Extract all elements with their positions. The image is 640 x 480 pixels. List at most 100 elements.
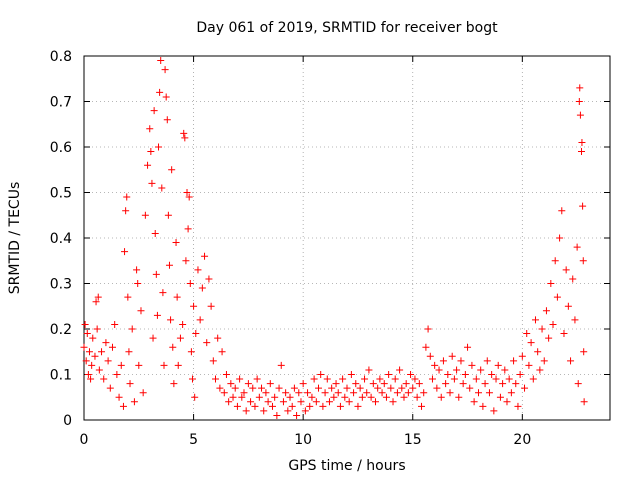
data-point: [477, 366, 485, 374]
data-point: [220, 389, 228, 397]
data-point: [146, 125, 154, 133]
data-point: [249, 384, 257, 392]
data-point: [374, 384, 382, 392]
data-point: [325, 398, 333, 406]
data-point: [470, 398, 478, 406]
data-point: [514, 402, 522, 410]
data-point: [393, 389, 401, 397]
data-point: [273, 411, 281, 419]
data-point: [488, 371, 496, 378]
data-point: [255, 393, 263, 401]
data-point: [268, 402, 276, 410]
data-point: [579, 257, 587, 265]
data-point: [538, 325, 546, 333]
y-tick-label: 0.6: [50, 140, 72, 156]
data-point: [113, 371, 121, 378]
data-point: [516, 371, 524, 378]
data-point: [459, 380, 467, 388]
data-point: [188, 375, 196, 383]
data-point: [512, 380, 520, 388]
data-point: [115, 393, 123, 401]
data-point: [149, 334, 157, 342]
data-point: [251, 402, 259, 410]
data-point: [282, 389, 290, 397]
data-point: [402, 380, 410, 388]
data-point: [85, 348, 93, 356]
data-point: [286, 393, 294, 401]
data-point: [157, 57, 165, 65]
data-point: [378, 389, 386, 397]
data-point: [409, 384, 417, 392]
data-point: [525, 361, 533, 369]
data-point: [191, 393, 199, 401]
data-point: [542, 307, 550, 315]
y-tick-label: 0.2: [50, 322, 72, 338]
data-point: [404, 389, 412, 397]
data-point: [481, 380, 489, 388]
data-point: [301, 407, 309, 415]
y-axis-label: SRMTID / TECUs: [7, 182, 23, 295]
data-point: [576, 84, 584, 92]
data-point: [361, 375, 369, 383]
data-point: [130, 398, 138, 406]
y-tick-label: 0.8: [50, 49, 72, 65]
data-point: [499, 380, 507, 388]
data-point: [184, 225, 192, 233]
data-points: [80, 57, 588, 419]
data-point: [490, 407, 498, 415]
data-point: [573, 243, 581, 251]
data-point: [424, 325, 432, 333]
data-point: [345, 398, 353, 406]
data-point: [428, 375, 436, 383]
data-point: [569, 275, 577, 283]
y-tick-label: 0.5: [50, 186, 72, 202]
data-point: [95, 366, 103, 374]
data-point: [137, 307, 145, 315]
data-point: [161, 66, 169, 74]
data-point: [81, 320, 89, 328]
data-point: [411, 375, 419, 383]
gridlines: [84, 56, 610, 420]
data-point: [247, 398, 255, 406]
data-point: [567, 357, 575, 365]
data-point: [562, 266, 570, 274]
data-point: [578, 138, 586, 146]
data-point: [413, 393, 421, 401]
data-point: [225, 398, 233, 406]
data-point: [400, 393, 408, 401]
data-point: [277, 361, 285, 369]
data-point: [141, 211, 149, 219]
data-point: [387, 384, 395, 392]
data-point: [216, 384, 224, 392]
data-point: [496, 393, 504, 401]
data-point: [288, 402, 296, 410]
data-point: [168, 166, 176, 174]
data-point: [547, 280, 555, 287]
data-point: [369, 380, 377, 388]
data-point: [174, 361, 182, 369]
data-point: [574, 380, 582, 388]
data-point: [227, 380, 235, 388]
data-point: [117, 361, 125, 369]
data-point: [540, 357, 548, 365]
data-point: [262, 389, 270, 397]
data-point: [354, 402, 362, 410]
data-point: [398, 384, 406, 392]
data-point: [306, 402, 314, 410]
data-point: [156, 88, 164, 96]
data-point: [212, 375, 219, 383]
data-point: [580, 348, 588, 356]
data-point: [446, 389, 454, 397]
data-point: [420, 389, 428, 397]
data-point: [162, 93, 170, 101]
data-point: [363, 389, 371, 397]
data-point: [198, 284, 206, 292]
data-point: [415, 380, 423, 388]
data-point: [558, 207, 566, 215]
data-point: [205, 275, 213, 283]
data-point: [275, 384, 283, 392]
data-point: [310, 375, 318, 383]
data-point: [88, 361, 96, 369]
data-point: [380, 380, 388, 388]
y-tick-label: 0.4: [50, 231, 72, 247]
